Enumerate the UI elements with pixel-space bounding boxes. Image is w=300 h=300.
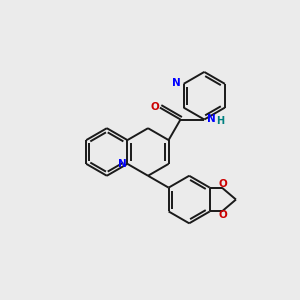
Text: N: N bbox=[207, 113, 216, 124]
Text: O: O bbox=[151, 102, 159, 112]
Text: H: H bbox=[216, 116, 224, 127]
Text: O: O bbox=[218, 210, 227, 220]
Text: O: O bbox=[218, 179, 227, 189]
Text: N: N bbox=[172, 78, 181, 88]
Text: N: N bbox=[118, 159, 126, 169]
